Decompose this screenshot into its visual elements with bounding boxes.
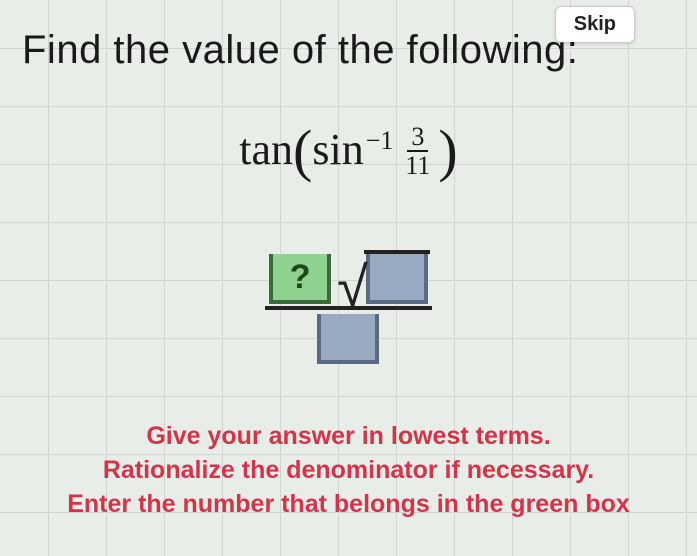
answer-box-radicand[interactable] [366,254,428,304]
inner-function: sin [312,124,363,175]
answer-box-green[interactable]: ? [269,254,331,304]
green-placeholder: ? [290,258,311,297]
paren-close: ) [438,122,457,180]
instruction-line-2: Rationalize the denominator if necessary… [0,454,697,488]
fraction: 3 11 [403,123,432,180]
question-heading: Find the value of the following: [22,28,697,73]
instruction-line-3: Enter the number that belongs in the gre… [0,488,697,522]
radical-icon: √ [337,267,368,306]
inverse-exponent: −1 [366,126,394,156]
paren-open: ( [293,122,312,180]
answer-template: ? √ [0,250,697,364]
instructions: Give your answer in lowest terms. Ration… [0,420,697,521]
radical-group: √ [337,250,430,304]
answer-box-denominator[interactable] [317,314,379,364]
answer-numerator-row: ? √ [265,250,432,310]
math-expression: tan ( sin −1 3 11 ) [0,120,697,178]
answer-denominator-row [315,314,381,364]
fraction-numerator: 3 [407,123,428,152]
fraction-denominator: 11 [403,152,432,179]
instruction-line-1: Give your answer in lowest terms. [0,420,697,454]
outer-function: tan [239,124,293,175]
